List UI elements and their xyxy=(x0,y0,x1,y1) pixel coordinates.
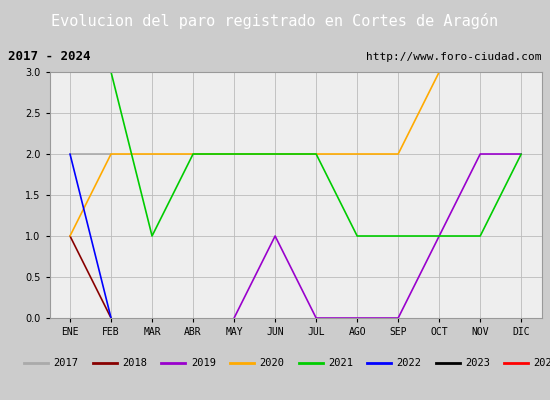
Text: 2018: 2018 xyxy=(122,358,147,368)
Text: 2021: 2021 xyxy=(328,358,353,368)
Text: 2023: 2023 xyxy=(465,358,490,368)
Text: 2022: 2022 xyxy=(397,358,421,368)
Text: http://www.foro-ciudad.com: http://www.foro-ciudad.com xyxy=(366,52,542,62)
Text: 2024: 2024 xyxy=(534,358,550,368)
Text: 2019: 2019 xyxy=(191,358,216,368)
Text: Evolucion del paro registrado en Cortes de Aragón: Evolucion del paro registrado en Cortes … xyxy=(52,13,498,29)
Text: 2020: 2020 xyxy=(260,358,284,368)
Text: 2017 - 2024: 2017 - 2024 xyxy=(8,50,91,64)
Text: 2017: 2017 xyxy=(53,358,79,368)
